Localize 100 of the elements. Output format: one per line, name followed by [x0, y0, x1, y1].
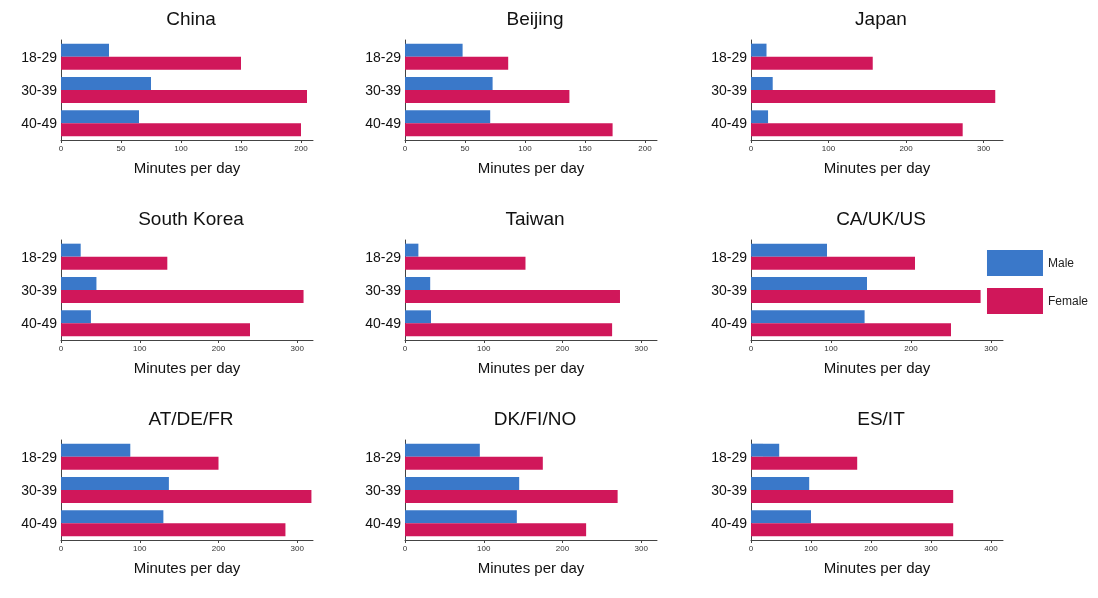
bar — [405, 90, 570, 103]
x-tick-label: 150 — [578, 143, 593, 153]
bar — [405, 277, 431, 290]
x-tick-label: 0 — [748, 543, 754, 553]
x-tick-label: 0 — [748, 343, 754, 353]
bar — [405, 477, 520, 490]
y-tick-label: 40-49 — [711, 315, 748, 332]
bar — [751, 290, 981, 303]
x-tick-label: 50 — [116, 143, 126, 153]
bar — [405, 243, 419, 257]
x-tick-label: 200 — [638, 143, 653, 153]
y-tick-label: 18-29 — [711, 48, 748, 65]
x-tick-label: 100 — [477, 543, 491, 553]
y-tick-label: 18-29 — [365, 248, 402, 265]
bar — [61, 510, 164, 524]
y-tick-label: 40-49 — [21, 515, 58, 532]
x-tick-label: 300 — [290, 343, 305, 353]
chart-title: Beijing — [506, 8, 564, 29]
x-tick-label: 300 — [924, 543, 939, 553]
y-tick-label: 40-49 — [21, 115, 58, 132]
bar — [751, 443, 780, 457]
y-tick-label: 40-49 — [365, 515, 402, 532]
chart-title: AT/DE/FR — [148, 408, 234, 429]
x-axis-title: Minutes per day — [477, 159, 585, 176]
y-tick-label: 40-49 — [711, 115, 748, 132]
bar — [61, 456, 219, 470]
x-tick-label: 0 — [58, 143, 64, 153]
x-tick-label: 200 — [899, 143, 914, 153]
chart-title: South Korea — [138, 208, 245, 229]
x-tick-label: 300 — [984, 343, 999, 353]
chart-title: DK/FI/NO — [493, 408, 577, 429]
x-tick-label: 300 — [634, 343, 649, 353]
x-axis-title: Minutes per day — [823, 159, 931, 176]
y-tick-label: 30-39 — [365, 82, 402, 98]
bar — [405, 110, 491, 124]
bar — [751, 243, 827, 257]
chart-title: CA/UK/US — [836, 208, 926, 229]
x-tick-label: 100 — [133, 543, 147, 553]
bar — [751, 56, 873, 70]
bar — [751, 477, 810, 490]
chart-title: ES/IT — [857, 408, 906, 429]
y-tick-label: 40-49 — [711, 515, 748, 532]
chart-title: Japan — [855, 8, 907, 29]
bar — [405, 523, 587, 537]
x-tick-label: 300 — [976, 143, 991, 153]
y-tick-label: 30-39 — [711, 282, 748, 298]
chart-title: China — [166, 8, 217, 29]
x-axis-title: Minutes per day — [823, 359, 931, 376]
bar — [61, 290, 304, 303]
y-tick-label: 18-29 — [21, 48, 58, 65]
x-tick-label: 300 — [290, 543, 305, 553]
x-axis-title: Minutes per day — [133, 559, 241, 576]
x-tick-label: 100 — [821, 143, 836, 153]
bar — [751, 277, 867, 290]
x-tick-label: 100 — [824, 343, 839, 353]
bar — [405, 256, 526, 270]
x-tick-label: 100 — [133, 343, 147, 353]
bar — [61, 443, 131, 457]
x-axis-title: Minutes per day — [133, 359, 241, 376]
bar — [405, 456, 543, 470]
bar — [61, 490, 312, 503]
x-tick-label: 0 — [748, 143, 754, 153]
x-tick-label: 100 — [477, 343, 491, 353]
y-tick-label: 18-29 — [711, 448, 748, 465]
x-tick-label: 200 — [904, 343, 919, 353]
bar — [751, 77, 773, 90]
bar — [405, 290, 620, 303]
y-tick-label: 30-39 — [21, 282, 58, 298]
bar — [61, 256, 168, 270]
bar — [405, 43, 463, 57]
x-axis-title: Minutes per day — [477, 359, 585, 376]
bar — [751, 510, 811, 524]
bar — [405, 510, 517, 524]
bar — [405, 310, 431, 324]
bar — [751, 310, 865, 324]
y-tick-label: 30-39 — [365, 482, 402, 498]
bar — [751, 43, 767, 57]
x-tick-label: 0 — [402, 543, 408, 553]
y-tick-label: 30-39 — [365, 282, 402, 298]
bar — [751, 323, 951, 337]
bar — [405, 490, 618, 503]
x-tick-label: 100 — [174, 143, 189, 153]
y-tick-label: 30-39 — [21, 482, 58, 498]
bar — [61, 90, 307, 103]
bar — [61, 123, 301, 137]
bar — [61, 56, 241, 70]
bar — [61, 523, 286, 537]
bar — [61, 477, 169, 490]
bar — [751, 90, 996, 103]
x-tick-label: 0 — [58, 343, 64, 353]
y-tick-label: 18-29 — [21, 448, 58, 465]
x-tick-label: 100 — [804, 543, 819, 553]
bar — [61, 323, 250, 337]
bar — [405, 323, 613, 337]
bar — [61, 243, 81, 257]
x-tick-label: 150 — [234, 143, 249, 153]
y-tick-label: 30-39 — [711, 82, 748, 98]
bar — [751, 123, 963, 137]
x-axis-title: Minutes per day — [133, 159, 241, 176]
bar — [751, 110, 769, 124]
